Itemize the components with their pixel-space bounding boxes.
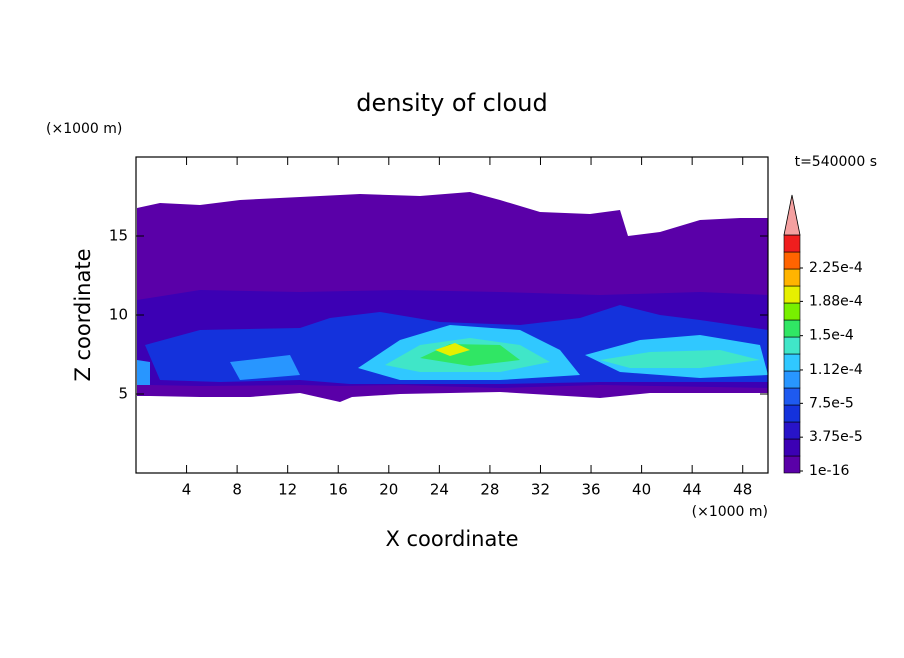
y-unit: (×1000 m) [46,121,122,137]
colorbar-band [783,404,801,423]
x-tick-label: 12 [278,481,297,499]
x-tick-label: 20 [379,481,398,499]
colorbar-label: 7.5e-5 [809,395,854,411]
colorbar-label: 1e-16 [809,463,849,479]
colorbar-band [783,285,801,304]
colorbar-band [783,302,801,321]
colorbar-band [783,268,801,287]
annotation: t=540000 s [795,154,877,170]
colorbar-label: 1.5e-4 [809,328,854,344]
x-tick-label: 40 [632,481,651,499]
y-axis-title: Z coordinate [71,248,95,381]
y-tick-label: 5 [118,385,128,403]
x-tick-label: 24 [430,481,449,499]
x-tick-label: 36 [581,481,600,499]
x-tick-label: 32 [531,481,550,499]
x-axis-title: X coordinate [385,527,518,551]
colorbar-label: 1.88e-4 [809,293,863,309]
colorbar-label: 1.12e-4 [809,362,863,378]
x-tick-label: 8 [232,481,242,499]
y-tick-label: 10 [109,306,128,324]
x-unit: (×1000 m) [692,504,768,520]
colorbar-band [783,251,801,270]
colorbar-extend [783,194,801,236]
y-tick-label: 15 [109,227,128,245]
x-tick-label: 16 [329,481,348,499]
x-tick-label: 28 [480,481,499,499]
x-tick-label: 4 [182,481,192,499]
contour-field [137,192,768,402]
colorbar-band [783,370,801,389]
colorbar-band [783,336,801,355]
x-tick-label: 48 [733,481,752,499]
colorbar-label: 3.75e-5 [809,429,863,445]
colorbar-band [783,353,801,372]
colorbar-band [783,319,801,338]
chart-title: density of cloud [356,89,547,117]
colorbar-label: 2.25e-4 [809,260,863,276]
colorbar-band [783,455,801,474]
colorbar-band [783,234,801,253]
colorbar-band [783,387,801,406]
x-tick-label: 44 [683,481,702,499]
colorbar-band [783,438,801,457]
colorbar-band [783,421,801,440]
